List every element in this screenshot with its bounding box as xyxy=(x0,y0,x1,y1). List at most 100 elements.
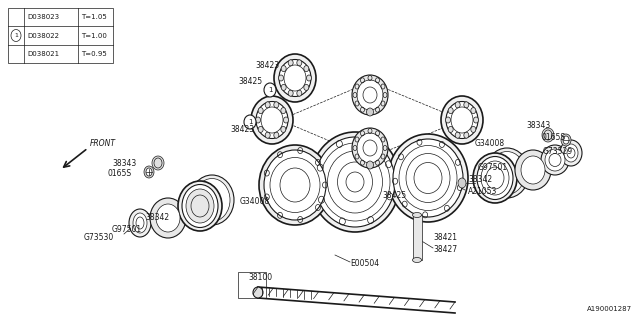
Text: T=1.05: T=1.05 xyxy=(81,14,107,20)
Text: G73529: G73529 xyxy=(543,148,573,156)
Text: D038022: D038022 xyxy=(27,33,59,38)
Ellipse shape xyxy=(281,108,286,114)
Text: 38100: 38100 xyxy=(248,273,272,282)
Text: A190001287: A190001287 xyxy=(587,306,632,312)
Ellipse shape xyxy=(560,140,582,166)
Ellipse shape xyxy=(564,144,578,162)
Ellipse shape xyxy=(182,185,218,228)
Ellipse shape xyxy=(281,66,286,72)
Text: 38427: 38427 xyxy=(433,245,457,254)
Ellipse shape xyxy=(310,132,400,232)
Ellipse shape xyxy=(304,66,309,72)
Ellipse shape xyxy=(471,126,476,132)
Text: G97501: G97501 xyxy=(478,164,508,172)
Text: 1: 1 xyxy=(248,119,252,125)
Ellipse shape xyxy=(367,108,374,116)
Ellipse shape xyxy=(297,90,302,96)
Text: D038023: D038023 xyxy=(27,14,59,20)
Text: G34008: G34008 xyxy=(475,139,505,148)
Ellipse shape xyxy=(448,108,453,114)
Ellipse shape xyxy=(441,96,483,144)
Ellipse shape xyxy=(448,126,453,132)
Ellipse shape xyxy=(542,128,554,142)
Ellipse shape xyxy=(288,90,293,96)
Text: FRONT: FRONT xyxy=(90,139,116,148)
Ellipse shape xyxy=(259,145,331,225)
Ellipse shape xyxy=(150,198,186,238)
Text: T=1.00: T=1.00 xyxy=(81,33,107,38)
Ellipse shape xyxy=(281,84,286,91)
Ellipse shape xyxy=(11,29,21,42)
Text: 1: 1 xyxy=(14,33,18,38)
Text: 38425: 38425 xyxy=(238,77,262,86)
Ellipse shape xyxy=(458,178,466,188)
Ellipse shape xyxy=(265,132,270,138)
Ellipse shape xyxy=(258,126,263,132)
Ellipse shape xyxy=(251,96,293,144)
Text: 38342: 38342 xyxy=(468,175,492,185)
Ellipse shape xyxy=(274,102,279,108)
Ellipse shape xyxy=(473,153,517,203)
Text: D038021: D038021 xyxy=(27,51,59,57)
Text: 38423: 38423 xyxy=(255,60,279,69)
Text: 38421: 38421 xyxy=(433,234,457,243)
Ellipse shape xyxy=(284,117,289,123)
Text: E00504: E00504 xyxy=(350,259,379,268)
Ellipse shape xyxy=(445,117,451,123)
Ellipse shape xyxy=(485,148,529,198)
Ellipse shape xyxy=(464,132,469,138)
Ellipse shape xyxy=(244,115,256,129)
Ellipse shape xyxy=(561,134,571,146)
Text: 38342: 38342 xyxy=(145,213,169,222)
Ellipse shape xyxy=(256,101,288,139)
Ellipse shape xyxy=(489,151,525,195)
Text: T=0.95: T=0.95 xyxy=(81,51,107,57)
Text: G97501: G97501 xyxy=(112,226,142,235)
Ellipse shape xyxy=(393,139,463,217)
Ellipse shape xyxy=(413,258,422,262)
Ellipse shape xyxy=(315,137,395,227)
Ellipse shape xyxy=(265,102,270,108)
Ellipse shape xyxy=(455,132,460,138)
Ellipse shape xyxy=(413,212,422,218)
Ellipse shape xyxy=(521,156,545,184)
Ellipse shape xyxy=(129,209,151,237)
Ellipse shape xyxy=(563,136,569,144)
Ellipse shape xyxy=(515,150,551,190)
Bar xyxy=(8,8,113,63)
Ellipse shape xyxy=(352,128,388,168)
Bar xyxy=(238,272,266,298)
Ellipse shape xyxy=(545,149,565,171)
Ellipse shape xyxy=(264,150,326,220)
Ellipse shape xyxy=(464,102,469,108)
Ellipse shape xyxy=(541,145,569,175)
Ellipse shape xyxy=(144,166,154,178)
Ellipse shape xyxy=(307,75,312,81)
Ellipse shape xyxy=(352,75,388,115)
Ellipse shape xyxy=(274,132,279,138)
Ellipse shape xyxy=(446,101,478,139)
Text: 38343: 38343 xyxy=(526,122,550,131)
Text: 0165S: 0165S xyxy=(541,133,565,142)
Ellipse shape xyxy=(304,84,309,91)
Ellipse shape xyxy=(474,117,479,123)
Ellipse shape xyxy=(190,175,234,225)
Ellipse shape xyxy=(258,108,263,114)
Text: 38343: 38343 xyxy=(112,158,136,167)
Text: 1: 1 xyxy=(268,87,272,93)
Ellipse shape xyxy=(388,134,468,222)
Text: G73530: G73530 xyxy=(84,234,115,243)
Ellipse shape xyxy=(471,108,476,114)
Ellipse shape xyxy=(297,60,302,66)
Ellipse shape xyxy=(255,117,260,123)
Ellipse shape xyxy=(146,168,152,176)
Ellipse shape xyxy=(194,179,230,221)
Ellipse shape xyxy=(152,156,164,170)
Ellipse shape xyxy=(156,204,180,232)
Text: A21053: A21053 xyxy=(468,188,497,196)
Ellipse shape xyxy=(281,126,286,132)
Ellipse shape xyxy=(274,54,316,102)
Ellipse shape xyxy=(178,181,222,231)
Text: G34008: G34008 xyxy=(240,197,270,206)
Text: 38423: 38423 xyxy=(230,125,254,134)
